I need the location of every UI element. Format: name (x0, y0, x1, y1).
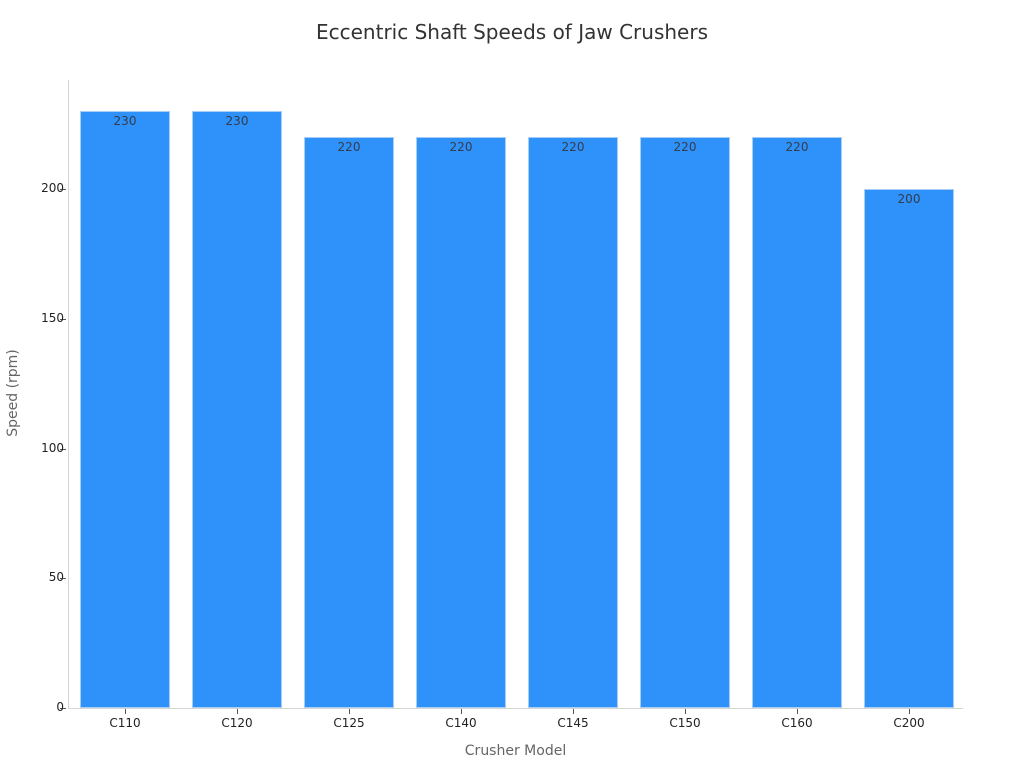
bar-c150: 220 (640, 137, 730, 708)
x-tick (797, 709, 798, 714)
x-tick (573, 709, 574, 714)
x-axis-label: Crusher Model (464, 743, 567, 759)
y-tick (60, 448, 66, 450)
x-tick (125, 709, 126, 714)
bar-c160: 220 (752, 137, 842, 708)
y-axis-line (68, 80, 69, 708)
bar-value-label: 200 (897, 192, 921, 206)
bar-value-label: 220 (561, 140, 585, 155)
bar-c125: 220 (304, 137, 394, 708)
bar-c200: 200 (864, 189, 954, 708)
bar-value-label: 220 (449, 140, 473, 155)
x-axis-line (68, 708, 963, 709)
bar-value-label: 230 (225, 114, 249, 129)
x-tick (237, 709, 238, 714)
y-tick (60, 578, 66, 580)
chart-title: Eccentric Shaft Speeds of Jaw Crushers (316, 20, 708, 44)
x-tick-label: C145 (557, 716, 589, 730)
y-tick (60, 708, 66, 709)
bar-value-label: 230 (113, 114, 137, 129)
y-axis-label: Speed (rpm) (5, 349, 21, 437)
y-tick-label: 150 (41, 310, 64, 325)
y-tick-label: 0 (56, 700, 64, 714)
y-tick-label: 100 (41, 440, 64, 455)
y-tick (60, 189, 66, 190)
x-tick-label: C160 (781, 716, 813, 730)
y-tick (60, 318, 66, 320)
x-tick (685, 709, 686, 714)
bar-value-label: 220 (337, 140, 361, 155)
bar-value-label: 220 (673, 140, 697, 155)
bar-c110: 230 (80, 111, 170, 708)
x-tick (461, 709, 462, 714)
bar-c145: 220 (528, 137, 618, 708)
x-tick-label: C110 (109, 716, 141, 730)
x-tick (349, 709, 350, 714)
x-tick-label: C120 (221, 716, 253, 730)
x-tick-label: C150 (669, 716, 701, 730)
y-tick-label: 50 (48, 570, 64, 585)
y-tick-label: 200 (41, 181, 64, 195)
x-tick-label: C200 (893, 716, 925, 730)
bar-value-label: 220 (785, 140, 809, 155)
x-tick-label: C125 (333, 716, 365, 730)
bar-c120: 230 (192, 111, 282, 708)
x-tick-label: C140 (445, 716, 477, 730)
x-tick (909, 709, 910, 714)
bar-c140: 220 (416, 137, 506, 708)
